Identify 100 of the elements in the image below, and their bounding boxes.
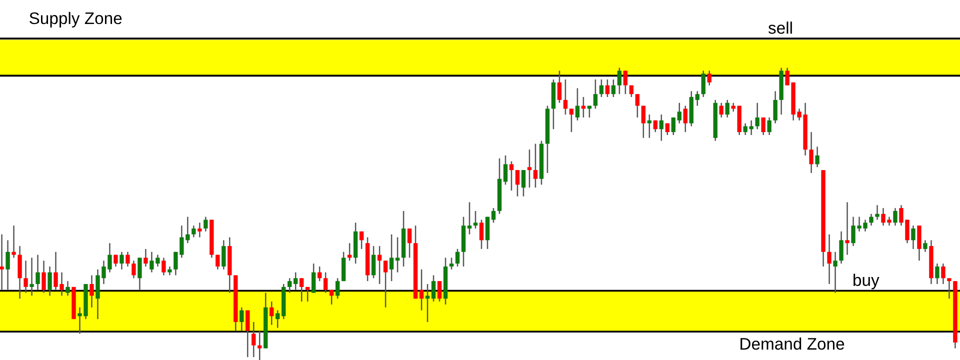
- band-label: Supply Zone: [30, 12, 122, 28]
- candlestick: [335, 278, 340, 300]
- candlestick: [893, 207, 898, 226]
- candlestick: [431, 274, 436, 302]
- candlestick: [138, 257, 142, 290]
- candlestick: [695, 90, 700, 106]
- candlestick: [557, 70, 562, 104]
- candlestick: [845, 202, 850, 256]
- candlestick: [437, 280, 442, 302]
- candlestick: [312, 262, 316, 294]
- candlestick: [455, 248, 460, 268]
- candlestick: [593, 78, 598, 110]
- candlestick: [707, 70, 712, 86]
- candlestick: [395, 236, 400, 273]
- candlestick: [300, 278, 304, 302]
- candlestick: [911, 224, 916, 250]
- candlestick: [935, 262, 940, 285]
- candlestick: [318, 266, 322, 282]
- candlestick: [875, 204, 880, 220]
- candlestick: [617, 67, 622, 95]
- candlestick: [941, 262, 946, 285]
- candlestick: [42, 260, 46, 294]
- candlestick: [599, 78, 604, 98]
- candlestick: [809, 131, 814, 174]
- candlestick: [563, 78, 568, 116]
- candlestick: [126, 251, 130, 268]
- candlestick: [641, 105, 646, 139]
- band-label: Demand Zone: [740, 338, 844, 350]
- candlestick: [509, 160, 514, 192]
- candlestick: [833, 251, 838, 294]
- candlestick: [12, 224, 16, 258]
- candlestick: [6, 240, 10, 290]
- candlestick: [341, 251, 346, 282]
- candlestick: [659, 114, 664, 142]
- candlestick: [24, 260, 28, 294]
- candlestick: [485, 216, 490, 250]
- candlestick: [359, 230, 364, 250]
- candlestick: [635, 93, 640, 118]
- candlestick: [677, 102, 682, 124]
- candlestick: [252, 321, 256, 358]
- candlestick: [288, 278, 292, 294]
- candlestick: [815, 146, 820, 168]
- candlestick: [605, 78, 610, 98]
- candlestick: [18, 245, 22, 300]
- candlestick: [683, 105, 688, 133]
- candlestick: [761, 116, 766, 136]
- candlestick: [575, 88, 580, 122]
- candlestick: [725, 99, 730, 118]
- candlestick: [719, 102, 724, 118]
- candlestick: [132, 260, 136, 279]
- candlestick: [533, 143, 538, 188]
- candlestick: [419, 268, 424, 311]
- candlestick: [425, 283, 430, 323]
- candlestick: [467, 202, 472, 235]
- candlestick: [144, 248, 148, 268]
- candlestick: [839, 230, 844, 264]
- candlestick: [491, 207, 496, 224]
- candlestick: [66, 280, 70, 296]
- candlestick: [923, 240, 928, 253]
- candlestick: [204, 216, 208, 232]
- candlestick: [407, 228, 412, 258]
- candlestick: [329, 289, 334, 306]
- candlestick: [473, 210, 478, 230]
- candlestick: [479, 219, 484, 250]
- candlestick: [449, 257, 454, 270]
- candlestick: [90, 274, 94, 308]
- candlestick: [701, 70, 706, 98]
- candlestick: [827, 234, 832, 285]
- candlestick: [767, 116, 772, 136]
- candlestick: [240, 306, 244, 332]
- candlestick: [527, 148, 532, 188]
- candlestick: [294, 272, 298, 290]
- candlestick: [36, 254, 40, 290]
- ref-line-label: sell: [768, 22, 792, 34]
- candlestick: [917, 224, 922, 262]
- candlestick: [773, 90, 778, 124]
- candlestick: [371, 245, 376, 279]
- candlestick: [276, 310, 280, 328]
- candlestick: [389, 234, 394, 282]
- candlestick: [515, 169, 520, 197]
- candlestick: [48, 266, 52, 296]
- candlestick: [120, 251, 124, 270]
- candlestick: [216, 254, 220, 270]
- ref-line-label: buy: [854, 274, 880, 290]
- candlestick: [198, 222, 202, 238]
- candlestick: [947, 278, 952, 300]
- candlestick: [222, 240, 226, 270]
- candlestick: [521, 169, 526, 197]
- candlestick: [623, 70, 628, 95]
- candlestick: [569, 108, 574, 133]
- candlestick: [503, 154, 508, 186]
- candlestick: [192, 224, 196, 238]
- candlestick: [258, 330, 262, 360]
- candlestick: [270, 300, 274, 326]
- candlestick: [671, 116, 676, 136]
- candlestick: [377, 245, 382, 285]
- candlestick: [383, 260, 388, 308]
- candlestick: [324, 272, 328, 294]
- candlestick: [162, 257, 166, 276]
- candlestick: [30, 257, 34, 296]
